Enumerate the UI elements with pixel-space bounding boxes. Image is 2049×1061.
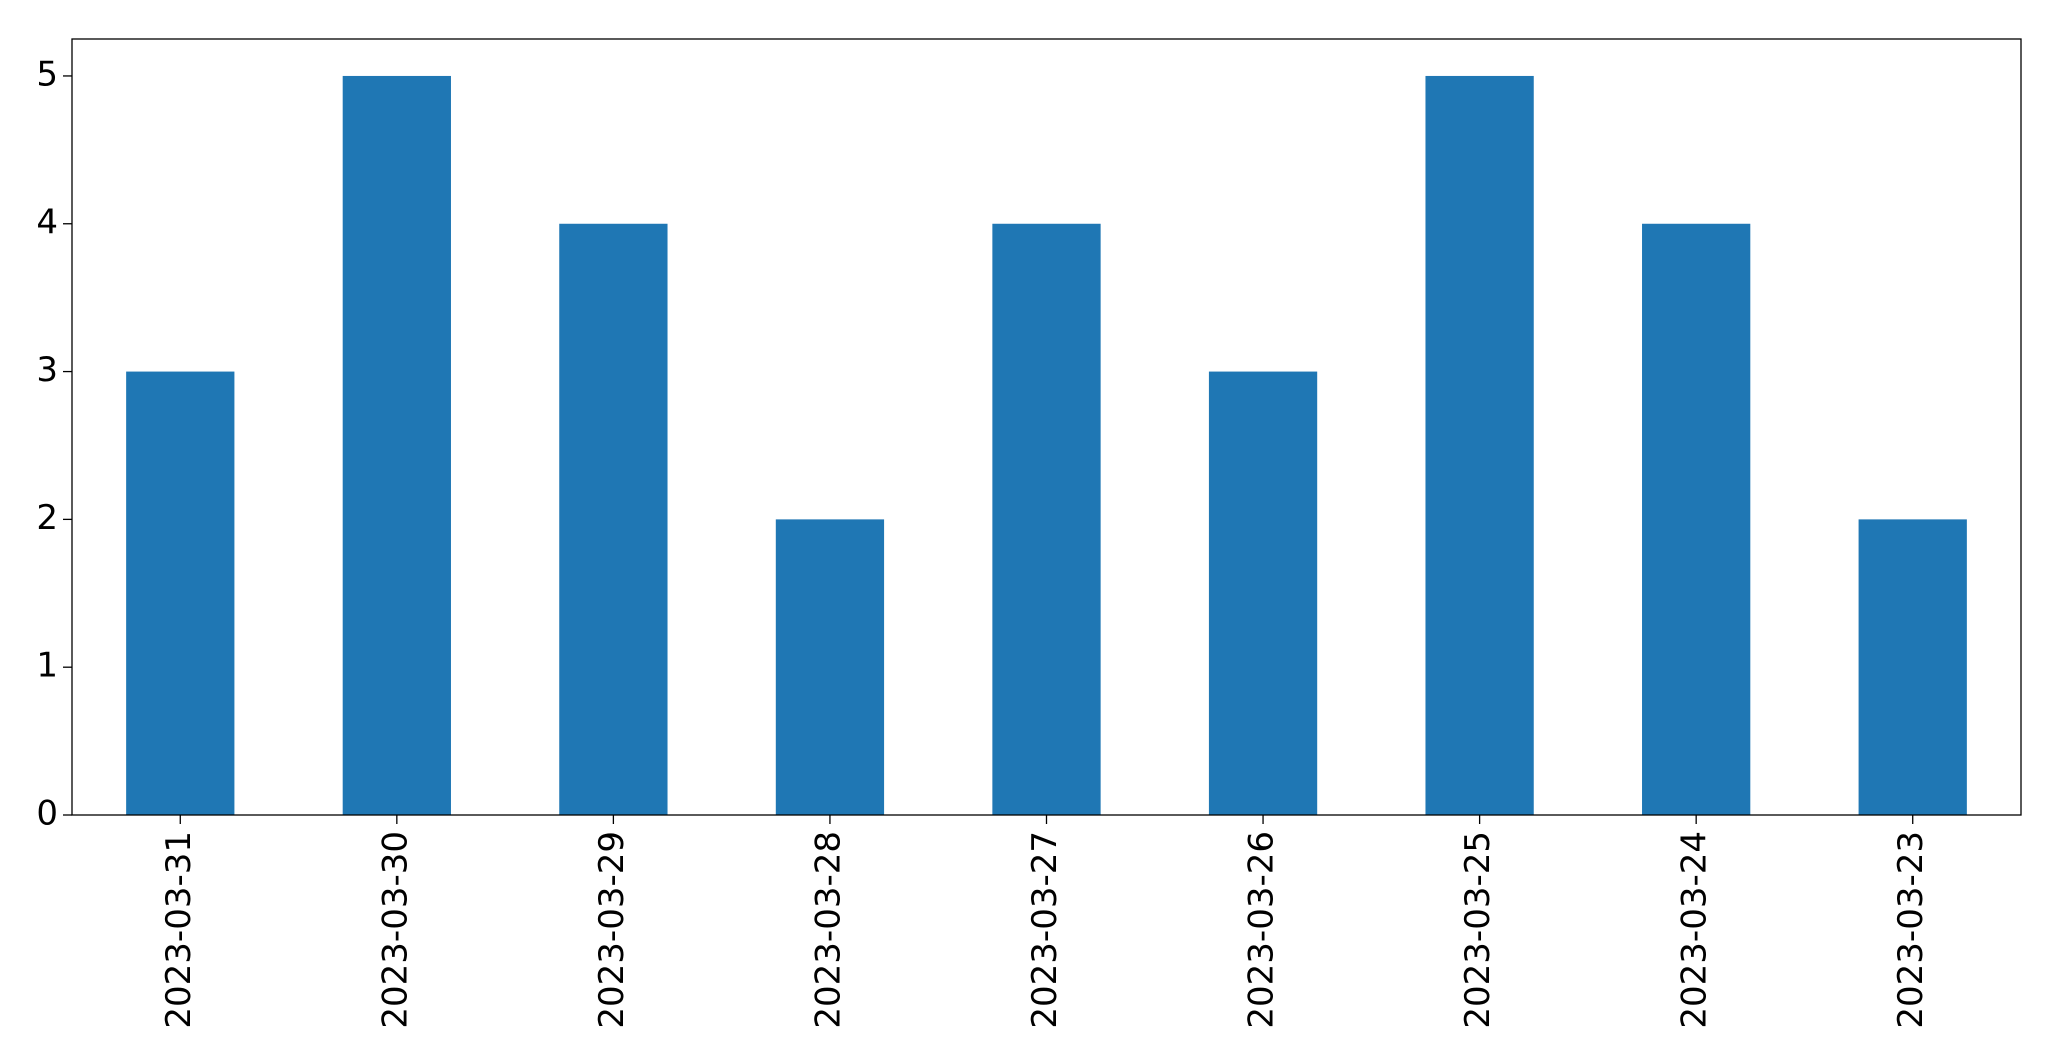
- x-tick-label: 2023-03-24: [1675, 831, 1715, 1029]
- bar: [775, 519, 885, 815]
- x-tick-label: 2023-03-31: [159, 831, 199, 1029]
- x-tick-label: 2023-03-26: [1242, 831, 1282, 1029]
- bar: [992, 223, 1101, 815]
- bar: [1642, 223, 1751, 815]
- plot-frame: [71, 38, 2022, 816]
- y-tick-label: 3: [36, 350, 58, 390]
- x-tick-label: 2023-03-28: [808, 831, 848, 1029]
- x-tick-label: 2023-03-29: [592, 831, 632, 1029]
- y-tick-label: 1: [36, 646, 58, 686]
- x-tick-label: 2023-03-30: [375, 831, 415, 1029]
- y-tick-label: 5: [36, 54, 58, 94]
- bar: [126, 371, 235, 815]
- y-tick-label: 2: [36, 498, 58, 538]
- y-tick-label: 4: [36, 202, 58, 242]
- y-tick-label: 0: [36, 794, 58, 834]
- bar: [342, 75, 451, 815]
- x-tick-label: 2023-03-27: [1025, 831, 1065, 1029]
- x-tick-label: 2023-03-23: [1891, 831, 1931, 1029]
- bar: [559, 223, 668, 815]
- bar: [1208, 371, 1318, 815]
- x-tick-label: 2023-03-25: [1458, 831, 1498, 1029]
- bar: [1858, 519, 1967, 815]
- bar: [1425, 75, 1534, 815]
